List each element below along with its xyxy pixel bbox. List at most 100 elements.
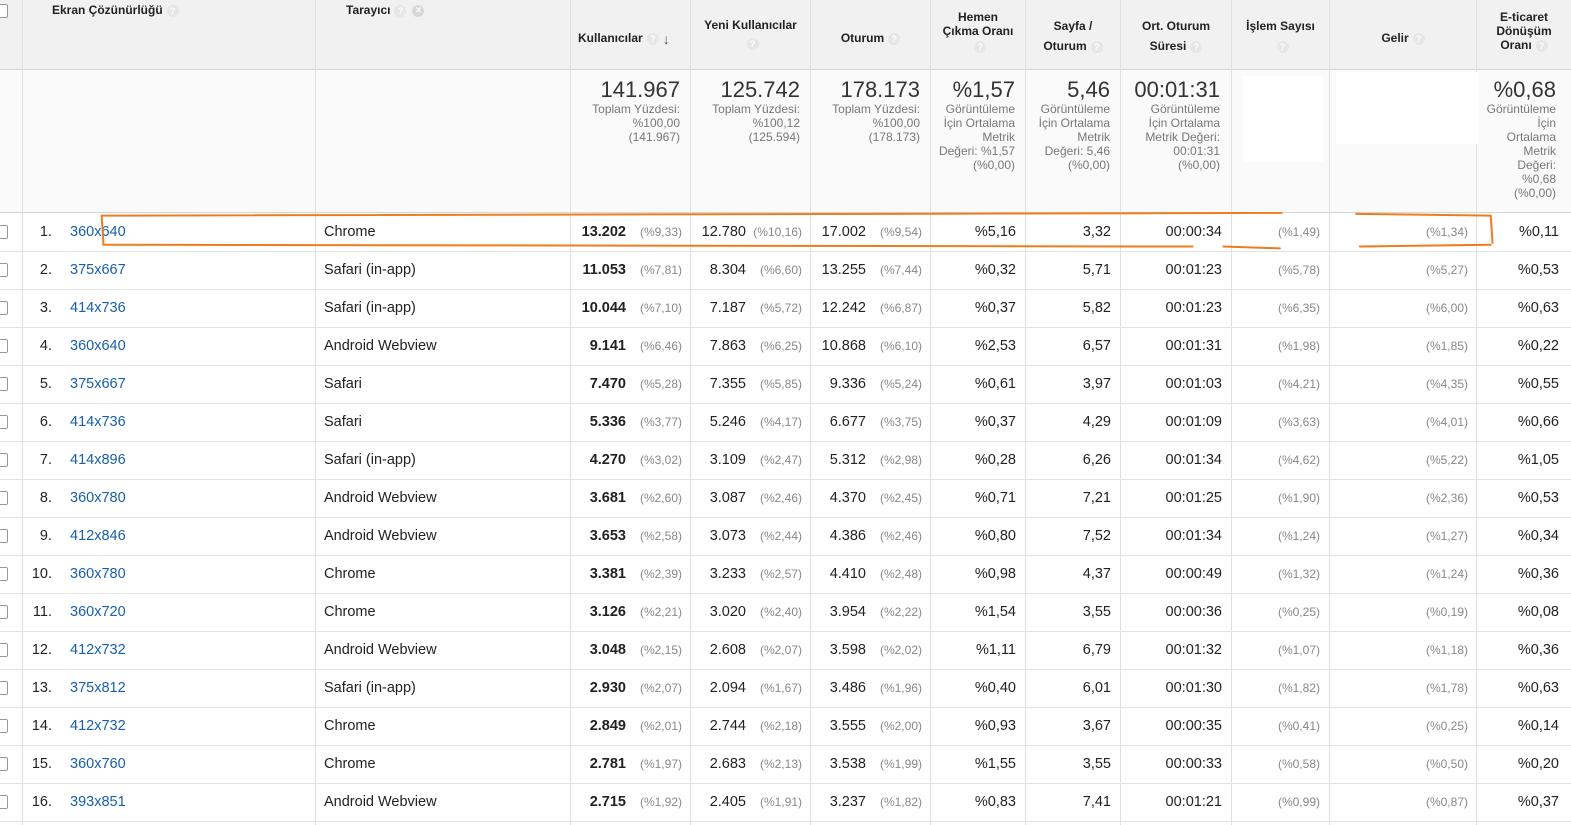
row-checkbox[interactable]	[0, 415, 8, 429]
col-conv-label-3: Oranı	[1500, 38, 1532, 52]
remove-dimension-icon[interactable]: ×	[412, 4, 425, 17]
col-pps-label-1: Sayfa /	[1053, 19, 1093, 33]
col-header-pages-per-session[interactable]: Sayfa / Oturum?	[1026, 16, 1120, 56]
col-revenue-label: Gelir	[1381, 31, 1409, 45]
help-icon[interactable]: ?	[1190, 40, 1203, 53]
total-pps-value: 5,46	[1067, 77, 1110, 102]
divider	[1231, 0, 1232, 825]
row-checkbox[interactable]	[0, 339, 8, 353]
help-icon[interactable]: ?	[1535, 39, 1548, 52]
resolution-link[interactable]: 414x896	[70, 452, 126, 468]
resolution-link[interactable]: 360x640	[70, 338, 126, 354]
pps-value: 7,52	[1082, 528, 1111, 544]
col-header-sessions[interactable]: Oturum?	[811, 29, 930, 47]
resolution-link[interactable]: 412x846	[70, 528, 126, 544]
row-checkbox[interactable]	[0, 263, 8, 277]
total-pps-caption-2: İçin Ortalama	[1038, 116, 1110, 130]
sessions-pct: (%1,82)	[879, 795, 922, 809]
col-header-new-users[interactable]: Yeni Kullanıcılar ?	[691, 16, 810, 52]
sort-desc-icon[interactable]: ↓	[662, 30, 670, 47]
resolution-link[interactable]: 414x736	[70, 414, 126, 430]
row-checkbox[interactable]	[0, 491, 8, 505]
col-users-label: Kullanıcılar	[578, 31, 643, 45]
transactions-pct: (%6,35)	[1277, 301, 1320, 315]
row-checkbox[interactable]	[0, 681, 8, 695]
col-header-bounce[interactable]: Hemen Çıkma Oranı ?	[931, 10, 1025, 54]
total-pps-caption-1: Görüntüleme	[1040, 102, 1110, 116]
row-checkbox[interactable]	[0, 795, 8, 809]
conversion-value: %0,08	[1517, 604, 1559, 620]
sessions-value: 17.002	[821, 224, 866, 240]
duration-value: 00:01:03	[1165, 376, 1222, 392]
resolution-link[interactable]: 360x780	[70, 490, 126, 506]
row-checkbox[interactable]	[0, 225, 8, 239]
help-icon[interactable]: ?	[394, 4, 407, 17]
col-header-avg-duration[interactable]: Ort. Oturum Süresi?	[1121, 16, 1231, 56]
total-sessions-pct: %100,00	[872, 116, 920, 130]
total-dur-caption-4: 00:01:31	[1173, 144, 1220, 158]
resolution-link[interactable]: 360x720	[70, 604, 126, 620]
revenue-pct: (%0,87)	[1425, 795, 1468, 809]
help-icon[interactable]: ?	[746, 37, 759, 50]
row-index: 3.	[39, 300, 52, 316]
help-icon[interactable]: ?	[166, 4, 179, 17]
sessions-value: 3.954	[829, 604, 866, 620]
table-row: 6. 414x736 Safari 5.336 (%3,77) 5.246 (%…	[0, 403, 1571, 442]
resolution-link[interactable]: 375x667	[70, 376, 126, 392]
row-checkbox[interactable]	[0, 757, 8, 771]
resolution-link[interactable]: 393x851	[70, 794, 126, 810]
total-users-caption: Toplam Yüzdesi:	[592, 102, 680, 116]
help-icon[interactable]: ?	[1276, 40, 1289, 53]
row-checkbox[interactable]	[0, 567, 8, 581]
resolution-link[interactable]: 414x736	[70, 300, 126, 316]
row-checkbox[interactable]	[0, 377, 8, 391]
duration-value: 00:01:31	[1165, 338, 1222, 354]
col-header-transactions[interactable]: İşlem Sayısı ?	[1232, 16, 1329, 56]
help-icon[interactable]: ?	[888, 32, 901, 45]
col-header-revenue[interactable]: Gelir?	[1330, 29, 1476, 47]
revenue-pct: (%0,50)	[1425, 757, 1468, 771]
col-header-users[interactable]: Kullanıcılar? ↓	[578, 29, 688, 48]
resolution-link[interactable]: 375x812	[70, 680, 126, 696]
table-row: 16. 393x851 Android Webview 2.715 (%1,92…	[0, 783, 1571, 822]
duration-value: 00:00:49	[1165, 566, 1222, 582]
browser-value: Chrome	[324, 224, 376, 240]
row-checkbox[interactable]	[0, 529, 8, 543]
bounce-value: %2,53	[974, 338, 1016, 354]
row-checkbox[interactable]	[0, 453, 8, 467]
resolution-link[interactable]: 360x760	[70, 756, 126, 772]
table-row: 12. 412x732 Android Webview 3.048 (%2,15…	[0, 631, 1571, 670]
row-index: 9.	[39, 528, 52, 544]
select-all-checkbox[interactable]	[0, 4, 8, 18]
divider	[1120, 0, 1121, 825]
resolution-link[interactable]: 412x732	[70, 718, 126, 734]
resolution-link[interactable]: 360x780	[70, 566, 126, 582]
resolution-link[interactable]: 375x667	[70, 262, 126, 278]
new-users-value: 8.304	[709, 262, 746, 278]
conversion-value: %0,55	[1517, 376, 1559, 392]
col-header-conversion[interactable]: E-ticaret Dönüşüm Oranı?	[1477, 10, 1571, 52]
col-header-browser[interactable]: Tarayıcı? ×	[346, 1, 425, 19]
col-header-resolution[interactable]: Ekran Çözünürlüğü?	[52, 1, 179, 19]
pps-value: 3,32	[1082, 224, 1111, 240]
help-icon[interactable]: ?	[974, 41, 986, 54]
row-checkbox[interactable]	[0, 605, 8, 619]
total-pps-caption-5: (%0,00)	[1067, 158, 1110, 172]
new-users-value: 7.863	[709, 338, 746, 354]
row-checkbox[interactable]	[0, 719, 8, 733]
total-conversion: %0,68 Görüntüleme İçin Ortalama Metrik D…	[1480, 78, 1556, 201]
sessions-pct: (%2,45)	[879, 491, 922, 505]
help-icon[interactable]: ?	[1412, 32, 1425, 45]
help-icon[interactable]: ?	[646, 32, 659, 45]
help-icon[interactable]: ?	[1090, 40, 1103, 53]
row-checkbox[interactable]	[0, 301, 8, 315]
duration-value: 00:01:30	[1165, 680, 1222, 696]
transactions-pct: (%0,99)	[1277, 795, 1320, 809]
row-checkbox[interactable]	[0, 643, 8, 657]
table-row: 13. 375x812 Safari (in-app) 2.930 (%2,07…	[0, 669, 1571, 708]
resolution-link[interactable]: 360x640	[70, 224, 126, 240]
pps-value: 3,97	[1082, 376, 1111, 392]
duration-value: 00:01:21	[1165, 794, 1222, 810]
total-pages-per-session: 5,46 Görüntüleme İçin Ortalama Metrik De…	[1030, 77, 1110, 173]
resolution-link[interactable]: 412x732	[70, 642, 126, 658]
